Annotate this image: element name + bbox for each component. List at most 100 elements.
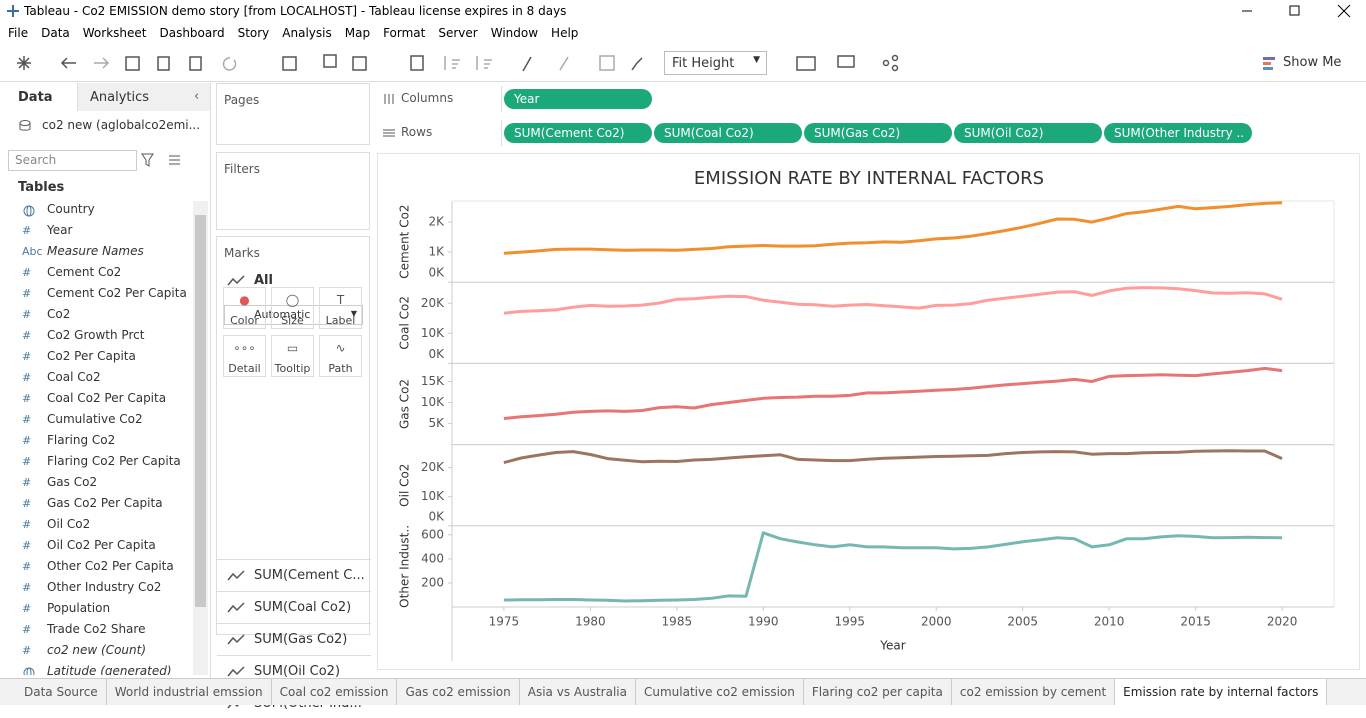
analytics-tab[interactable]: Analytics (90, 90, 150, 105)
y-tick-label: 200 (421, 575, 444, 589)
field[interactable]: # Trade Co2 Share (0, 621, 193, 642)
field-type-icon: Abc (22, 245, 43, 258)
menu-item[interactable]: Worksheet (82, 26, 147, 40)
x-tick-label: 1995 (834, 615, 865, 629)
mark-button[interactable]: Path ∿ (319, 335, 362, 377)
field-type-icon: # (22, 497, 32, 510)
tables-heading: Tables (18, 180, 65, 195)
menu-item[interactable]: Story (237, 26, 270, 40)
series-line (503, 201, 1283, 255)
field[interactable]: Abc Measure Names (0, 243, 193, 264)
sheet-tab[interactable]: Coal co2 emission (272, 679, 398, 705)
marks-measure[interactable]: SUM(Oil Co2) (217, 655, 371, 686)
field[interactable]: # Cumulative Co2 (0, 411, 193, 432)
menu-item[interactable]: Dashboard (159, 26, 225, 40)
x-tick-label: 1980 (575, 615, 606, 629)
line-icon (227, 602, 245, 613)
field[interactable]: # Coal Co2 Per Capita (0, 390, 193, 411)
field[interactable]: # Flaring Co2 Per Capita (0, 453, 193, 474)
menu-item[interactable]: Server (438, 26, 478, 40)
field[interactable]: # Population (0, 600, 193, 621)
field-name: Oil Co2 (47, 517, 91, 531)
data-tab[interactable]: Data (18, 90, 53, 105)
mark-button-icon: ◯ (285, 293, 300, 307)
data-source[interactable]: co2 new (aglobalco2emi... (42, 118, 201, 132)
x-tick-label: 2010 (1094, 615, 1125, 629)
field-name: Other Co2 Per Capita (47, 559, 174, 573)
row-pill[interactable]: SUM(Gas Co2) (804, 123, 952, 143)
sheet-tab[interactable]: Asia vs Australia (520, 679, 636, 705)
geo-icon (23, 667, 35, 675)
menu-item[interactable]: Window (490, 26, 539, 40)
filters-label: Filters (224, 162, 260, 176)
x-tick-label: 1985 (662, 615, 693, 629)
field-type-icon: # (22, 518, 32, 531)
field-type-icon: # (22, 602, 32, 615)
field[interactable]: Latitude (generated) (0, 663, 193, 675)
menu-item[interactable]: File (8, 26, 29, 40)
menu-item[interactable]: Analysis (282, 26, 332, 40)
field[interactable]: # Coal Co2 (0, 369, 193, 390)
field[interactable]: # Oil Co2 (0, 516, 193, 537)
fit-dropdown[interactable]: Fit Height ▼ (664, 51, 767, 75)
field[interactable]: # Gas Co2 (0, 474, 193, 495)
field[interactable]: # Year (0, 222, 193, 243)
field-name: Gas Co2 Per Capita (47, 496, 163, 510)
sheet-tab[interactable]: Gas co2 emission (397, 679, 520, 705)
field[interactable]: # Flaring Co2 (0, 432, 193, 453)
field[interactable]: # Other Industry Co2 (0, 579, 193, 600)
field[interactable]: # Oil Co2 Per Capita (0, 537, 193, 558)
x-tick-label: 2020 (1267, 615, 1298, 629)
marks-all[interactable]: All (254, 273, 273, 288)
series-line (503, 286, 1283, 315)
show-me[interactable]: Show Me (1283, 55, 1342, 70)
mark-type[interactable]: Automatic ▼ (224, 305, 363, 325)
row-pill[interactable]: SUM(Coal Co2) (654, 123, 802, 143)
field[interactable]: Country (0, 201, 193, 222)
x-axis-title: Year (879, 639, 905, 653)
sheet-tabs: Data Source World industrial emssion Coal … (0, 678, 1366, 705)
sheet-tab[interactable]: Flaring co2 per capita (804, 679, 952, 705)
row-pill[interactable]: SUM(Cement Co2) (504, 123, 652, 143)
field[interactable]: # Other Co2 Per Capita (0, 558, 193, 579)
menu-item[interactable]: Format (383, 26, 426, 40)
window-controls[interactable] (1240, 4, 1360, 18)
row-pill[interactable]: SUM(Other Industry .. (1104, 123, 1252, 143)
mark-button[interactable]: Size ◯ (271, 287, 314, 329)
sheet-tab[interactable]: Emission rate by internal factors (1115, 679, 1328, 705)
field[interactable]: # Cement Co2 Per Capita (0, 285, 193, 306)
field[interactable]: # co2 new (Count) (0, 642, 193, 663)
mark-button[interactable]: Color ● (223, 287, 266, 329)
y-axis-title: Other Indust.. (398, 525, 412, 608)
field[interactable]: # Co2 Growth Prct (0, 327, 193, 348)
sheet-tab[interactable]: Data Source (0, 679, 107, 705)
sheet-tab[interactable]: co2 emission by cement (952, 679, 1116, 705)
mark-button[interactable]: Detail ∘∘∘ (223, 335, 266, 377)
field[interactable]: # Co2 Per Capita (0, 348, 193, 369)
globe (23, 205, 35, 217)
mark-button-icon: ● (239, 293, 250, 307)
mark-button[interactable]: Tooltip ▭ (271, 335, 314, 377)
menu-item[interactable]: Help (551, 26, 579, 40)
mark-button-icon: ∘∘∘ (233, 341, 256, 355)
field[interactable]: # Cement Co2 (0, 264, 193, 285)
y-tick-label: 20K (421, 296, 445, 310)
row-pill[interactable]: SUM(Oil Co2) (954, 123, 1102, 143)
marks-measure[interactable]: SUM(Gas Co2) (217, 623, 371, 654)
field[interactable]: # Gas Co2 Per Capita (0, 495, 193, 516)
sheet-tab[interactable]: Cumulative co2 emission (636, 679, 804, 705)
field-type-icon: # (22, 581, 32, 594)
search-box[interactable]: Search (8, 150, 137, 171)
field-type-icon: # (22, 476, 32, 489)
column-pill[interactable]: Year (504, 89, 652, 109)
marks-measure[interactable]: SUM(Cement C... (217, 559, 371, 590)
mark-button[interactable]: Label T (319, 287, 362, 329)
menu-item[interactable]: Data (41, 26, 70, 40)
geo-icon (23, 205, 35, 217)
marks-measure[interactable]: SUM(Coal Co2) (217, 591, 371, 622)
line-icon (227, 666, 245, 677)
sheet-tab[interactable]: World industrial emssion (107, 679, 272, 705)
field[interactable]: # Co2 (0, 306, 193, 327)
line-glyph (227, 602, 245, 613)
menu-item[interactable]: Map (344, 26, 371, 40)
